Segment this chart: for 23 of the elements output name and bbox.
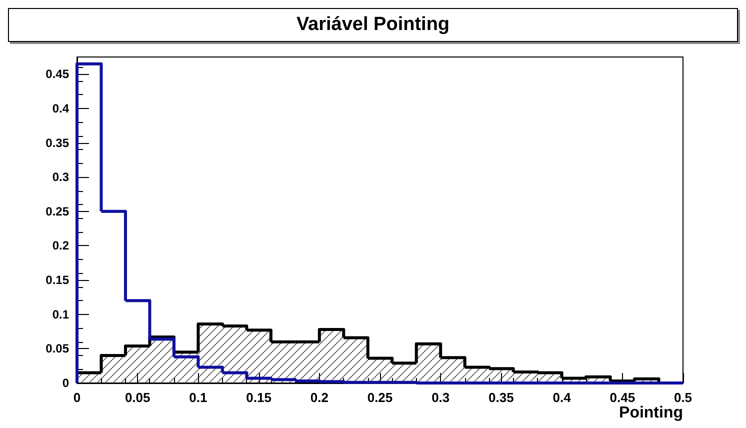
y-tick-label: 0.3 — [52, 170, 70, 184]
x-tick-label: 0.35 — [488, 390, 514, 405]
y-tick-label: 0.25 — [46, 204, 70, 218]
x-tick-label: 0.5 — [674, 390, 692, 405]
y-tick-label: 0.35 — [46, 136, 70, 150]
y-tick-label: 0.45 — [46, 67, 70, 82]
x-tick-label: 0.05 — [124, 390, 150, 405]
y-tick-label: 0.05 — [46, 342, 70, 356]
x-tick-label: 0.45 — [610, 390, 636, 405]
x-axis-title: Pointing — [619, 404, 683, 422]
chart-title: Variável Pointing — [8, 8, 738, 42]
y-tick-label: 0.15 — [46, 273, 70, 288]
x-tick-label: 0.4 — [552, 390, 572, 405]
y-tick-label: 0 — [62, 376, 70, 390]
x-tick-label: 0.25 — [367, 390, 393, 405]
x-tick-label: 0 — [73, 390, 81, 405]
x-tick-label: 0.1 — [189, 390, 208, 405]
y-tick-label: 0.1 — [52, 307, 70, 322]
x-tick-label: 0.3 — [432, 390, 450, 405]
y-tick-label: 0.4 — [52, 101, 70, 116]
x-tick-label: 0.2 — [310, 390, 328, 405]
x-tick-label: 0.15 — [246, 390, 272, 405]
y-tick-label: 0.2 — [52, 238, 70, 253]
